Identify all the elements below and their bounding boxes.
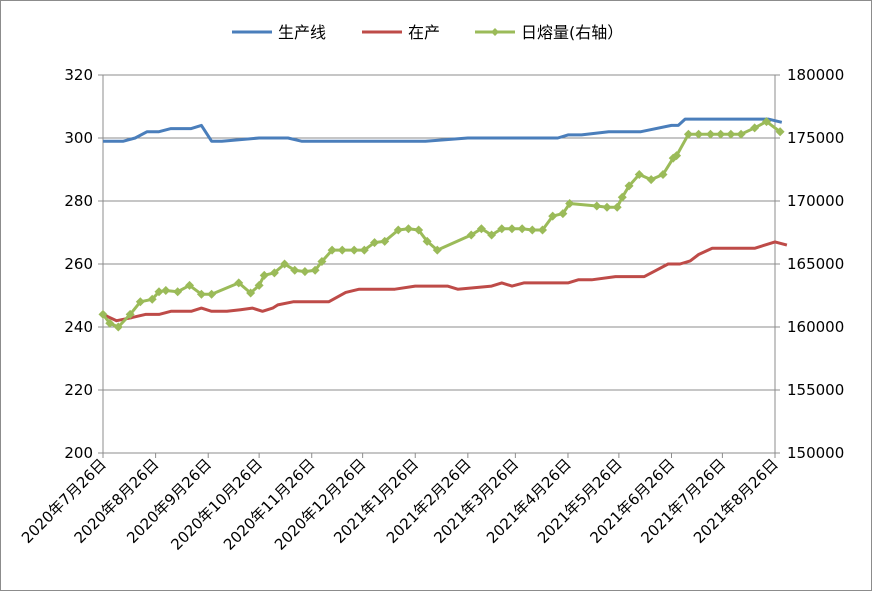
data-point — [624, 181, 634, 191]
data-point — [105, 318, 115, 328]
series-line — [102, 240, 788, 323]
series-0 — [103, 117, 783, 143]
data-point — [634, 170, 644, 180]
data-point — [259, 270, 269, 280]
right-tick-label: 160000 — [787, 318, 844, 336]
data-point — [300, 267, 310, 277]
plot-area — [98, 117, 788, 332]
legend-item: 生产线 — [232, 23, 326, 42]
data-point — [558, 209, 568, 219]
legend-marker — [491, 28, 499, 36]
data-point — [466, 230, 476, 240]
data-point — [683, 129, 693, 139]
gridlines — [103, 74, 775, 391]
data-point — [517, 224, 527, 234]
right-tick-label: 175000 — [787, 129, 844, 147]
data-point — [327, 245, 337, 255]
legend-item: 在产 — [362, 23, 440, 42]
series-2 — [98, 117, 785, 332]
left-tick-label: 300 — [64, 129, 93, 147]
data-point — [196, 289, 206, 299]
data-point — [432, 245, 442, 255]
data-point — [507, 224, 517, 234]
data-point — [113, 322, 123, 332]
right-axis-ticks: 150000 155000 160000 165000 170000 175000 1800… — [775, 66, 844, 462]
data-point — [207, 289, 217, 299]
data-point — [337, 245, 347, 255]
right-tick-label: 155000 — [787, 381, 844, 399]
data-point — [658, 170, 668, 180]
data-point — [234, 278, 244, 288]
x-tick-label: 2020年10月26日 — [167, 455, 266, 554]
data-point — [414, 225, 424, 235]
left-tick-label: 280 — [64, 192, 93, 210]
legend-item: 日熔量(右轴） — [475, 23, 623, 42]
data-point — [527, 225, 537, 235]
right-tick-label: 165000 — [787, 255, 844, 273]
data-point — [476, 224, 486, 234]
x-axis-ticks: 2020年7月26日2020年8月26日2020年9月26日2020年10月26… — [18, 453, 782, 554]
data-point — [694, 129, 704, 139]
data-point — [538, 225, 548, 235]
left-tick-label: 320 — [64, 66, 93, 84]
data-point — [280, 259, 290, 269]
data-point — [762, 117, 772, 127]
data-point — [393, 225, 403, 235]
data-point — [254, 280, 264, 290]
data-point — [310, 265, 320, 275]
left-axis-ticks: 200 220 240 260 280 300 320 — [64, 66, 103, 462]
data-point — [359, 245, 369, 255]
data-point — [422, 236, 432, 246]
data-point — [487, 230, 497, 240]
left-tick-label: 240 — [64, 318, 93, 336]
data-point — [317, 256, 327, 266]
left-tick-label: 260 — [64, 255, 93, 273]
left-tick-label: 200 — [64, 444, 93, 462]
x-tick-label: 2020年12月26日 — [271, 455, 370, 554]
data-point — [290, 265, 300, 275]
data-point — [497, 224, 507, 234]
data-point — [349, 245, 359, 255]
data-point — [269, 268, 279, 278]
series-1 — [102, 240, 788, 323]
x-tick-label: 2020年11月26日 — [220, 455, 319, 554]
data-point — [403, 224, 413, 234]
series-line — [103, 117, 783, 143]
right-tick-label: 180000 — [787, 66, 844, 84]
data-point — [147, 294, 157, 304]
right-tick-label: 170000 — [787, 192, 844, 210]
data-point — [370, 238, 380, 248]
legend: 生产线 在产 日熔量(右轴） — [232, 23, 623, 42]
data-point — [736, 129, 746, 139]
legend-label: 日熔量(右轴） — [521, 23, 623, 42]
data-point — [548, 211, 558, 221]
data-point — [716, 129, 726, 139]
data-point — [612, 202, 622, 212]
data-point — [646, 175, 656, 185]
data-point — [565, 199, 575, 209]
right-tick-label: 150000 — [787, 444, 844, 462]
data-point — [592, 201, 602, 211]
data-point — [125, 309, 135, 319]
data-point — [98, 309, 108, 319]
data-point — [185, 280, 195, 290]
data-point — [173, 287, 183, 297]
data-point — [617, 192, 627, 202]
legend-label: 在产 — [408, 23, 440, 42]
data-point — [246, 288, 256, 298]
left-tick-label: 220 — [64, 381, 93, 399]
data-point — [602, 202, 612, 212]
data-point — [775, 127, 785, 137]
data-point — [672, 151, 682, 161]
data-point — [706, 129, 716, 139]
data-point — [135, 297, 145, 307]
data-point — [750, 123, 760, 133]
legend-label: 生产线 — [278, 23, 326, 42]
data-point — [380, 236, 390, 246]
data-point — [726, 129, 736, 139]
data-point — [161, 285, 171, 295]
series-line — [101, 120, 781, 329]
